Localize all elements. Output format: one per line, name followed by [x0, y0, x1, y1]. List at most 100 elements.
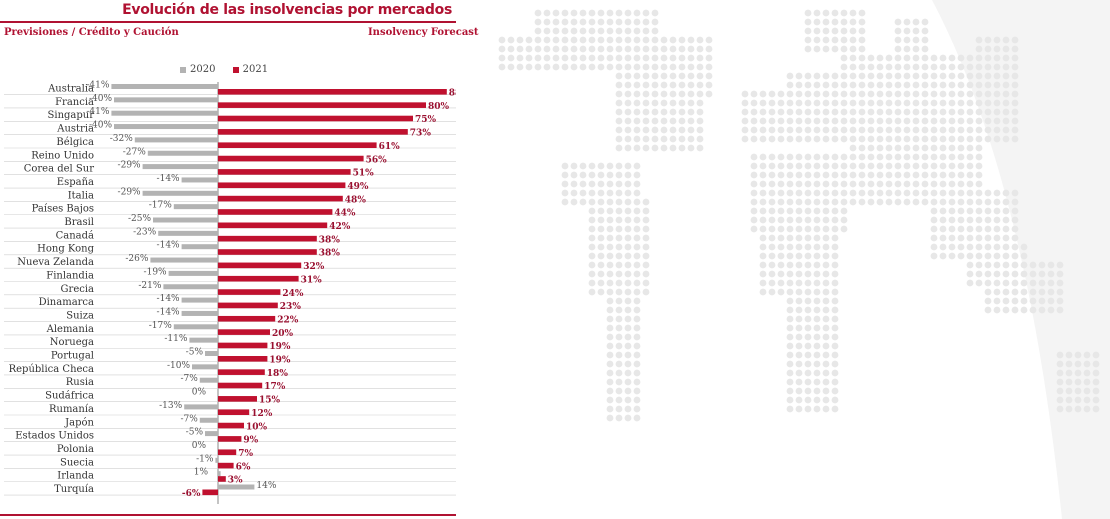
- map-dot: [597, 288, 605, 296]
- map-dot: [615, 333, 623, 341]
- value-label-2020: -21%: [138, 281, 161, 291]
- map-dot: [669, 99, 677, 107]
- map-dot: [642, 117, 650, 125]
- map-dot: [624, 243, 632, 251]
- map-dot: [921, 54, 929, 62]
- map-dot: [678, 45, 686, 53]
- map-dot: [759, 99, 767, 107]
- map-dot: [750, 225, 758, 233]
- map-dot: [930, 99, 938, 107]
- map-dot: [633, 117, 641, 125]
- map-dot: [633, 270, 641, 278]
- map-dot: [975, 36, 983, 44]
- map-dot: [966, 171, 974, 179]
- map-dot: [786, 351, 794, 359]
- map-dot: [804, 396, 812, 404]
- world-map-background: [498, 0, 1110, 519]
- value-label-2020: -13%: [159, 401, 182, 411]
- map-dot: [912, 198, 920, 206]
- map-dot: [1002, 135, 1010, 143]
- map-dot: [1092, 378, 1100, 386]
- map-dot: [768, 117, 776, 125]
- map-dot: [831, 369, 839, 377]
- value-label-2020: -14%: [157, 174, 180, 184]
- map-dot: [921, 180, 929, 188]
- map-dot: [624, 387, 632, 395]
- map-dot: [588, 198, 596, 206]
- map-dot: [939, 153, 947, 161]
- bar-2021: [218, 89, 447, 95]
- map-dot: [660, 72, 668, 80]
- map-dot: [957, 72, 965, 80]
- map-dot: [930, 225, 938, 233]
- map-dot: [858, 153, 866, 161]
- map-dot: [966, 279, 974, 287]
- map-dot: [660, 135, 668, 143]
- chart-title: Evolución de las insolvencias por mercad…: [122, 2, 452, 18]
- value-label-2021: 3%: [228, 476, 243, 486]
- map-dot: [552, 63, 560, 71]
- map-dot: [759, 153, 767, 161]
- bar-2021: [218, 422, 244, 429]
- map-dot: [1092, 405, 1100, 413]
- map-dot: [858, 45, 866, 53]
- category-label: Sudáfrica: [45, 391, 94, 402]
- map-dot: [1083, 360, 1091, 368]
- map-dot: [579, 180, 587, 188]
- map-dot: [552, 54, 560, 62]
- map-dot: [678, 54, 686, 62]
- map-dot: [1056, 396, 1064, 404]
- map-dot: [687, 99, 695, 107]
- map-dot: [633, 135, 641, 143]
- map-dot: [633, 288, 641, 296]
- map-dot: [849, 117, 857, 125]
- map-dot: [984, 135, 992, 143]
- map-dot: [633, 315, 641, 323]
- map-dot: [669, 72, 677, 80]
- map-dot: [822, 351, 830, 359]
- map-dot: [804, 243, 812, 251]
- map-dot: [804, 189, 812, 197]
- bar-2021: [218, 249, 317, 255]
- map-dot: [939, 252, 947, 260]
- map-dot: [813, 306, 821, 314]
- map-dot: [777, 162, 785, 170]
- bar-2021: [218, 115, 413, 122]
- map-dot: [615, 351, 623, 359]
- map-dot: [849, 144, 857, 152]
- map-dot: [588, 162, 596, 170]
- map-dot: [993, 36, 1001, 44]
- map-dot: [984, 90, 992, 98]
- map-dot: [786, 153, 794, 161]
- map-dot: [777, 108, 785, 116]
- map-dot: [813, 90, 821, 98]
- map-dot: [768, 261, 776, 269]
- map-dot: [984, 198, 992, 206]
- map-dot: [696, 36, 704, 44]
- map-dot: [516, 63, 524, 71]
- map-dot: [1056, 369, 1064, 377]
- value-label-2020: -1%: [196, 454, 214, 464]
- map-dot: [768, 288, 776, 296]
- map-dot: [831, 9, 839, 17]
- map-dot: [597, 252, 605, 260]
- value-label-2020: -29%: [118, 161, 141, 171]
- map-dot: [822, 387, 830, 395]
- map-dot: [1011, 126, 1019, 134]
- value-label-2021: 19%: [269, 356, 291, 366]
- map-dot: [912, 99, 920, 107]
- map-dot: [543, 54, 551, 62]
- map-dot: [651, 99, 659, 107]
- map-dot: [633, 162, 641, 170]
- map-dot: [678, 36, 686, 44]
- map-dot: [624, 333, 632, 341]
- map-dot: [948, 243, 956, 251]
- legend-label-2021: 2021: [242, 64, 269, 75]
- map-dot: [813, 315, 821, 323]
- map-dot: [552, 18, 560, 26]
- value-label-2020: -17%: [149, 201, 172, 211]
- map-dot: [984, 279, 992, 287]
- map-dot: [651, 18, 659, 26]
- map-dot: [615, 288, 623, 296]
- map-dot: [624, 297, 632, 305]
